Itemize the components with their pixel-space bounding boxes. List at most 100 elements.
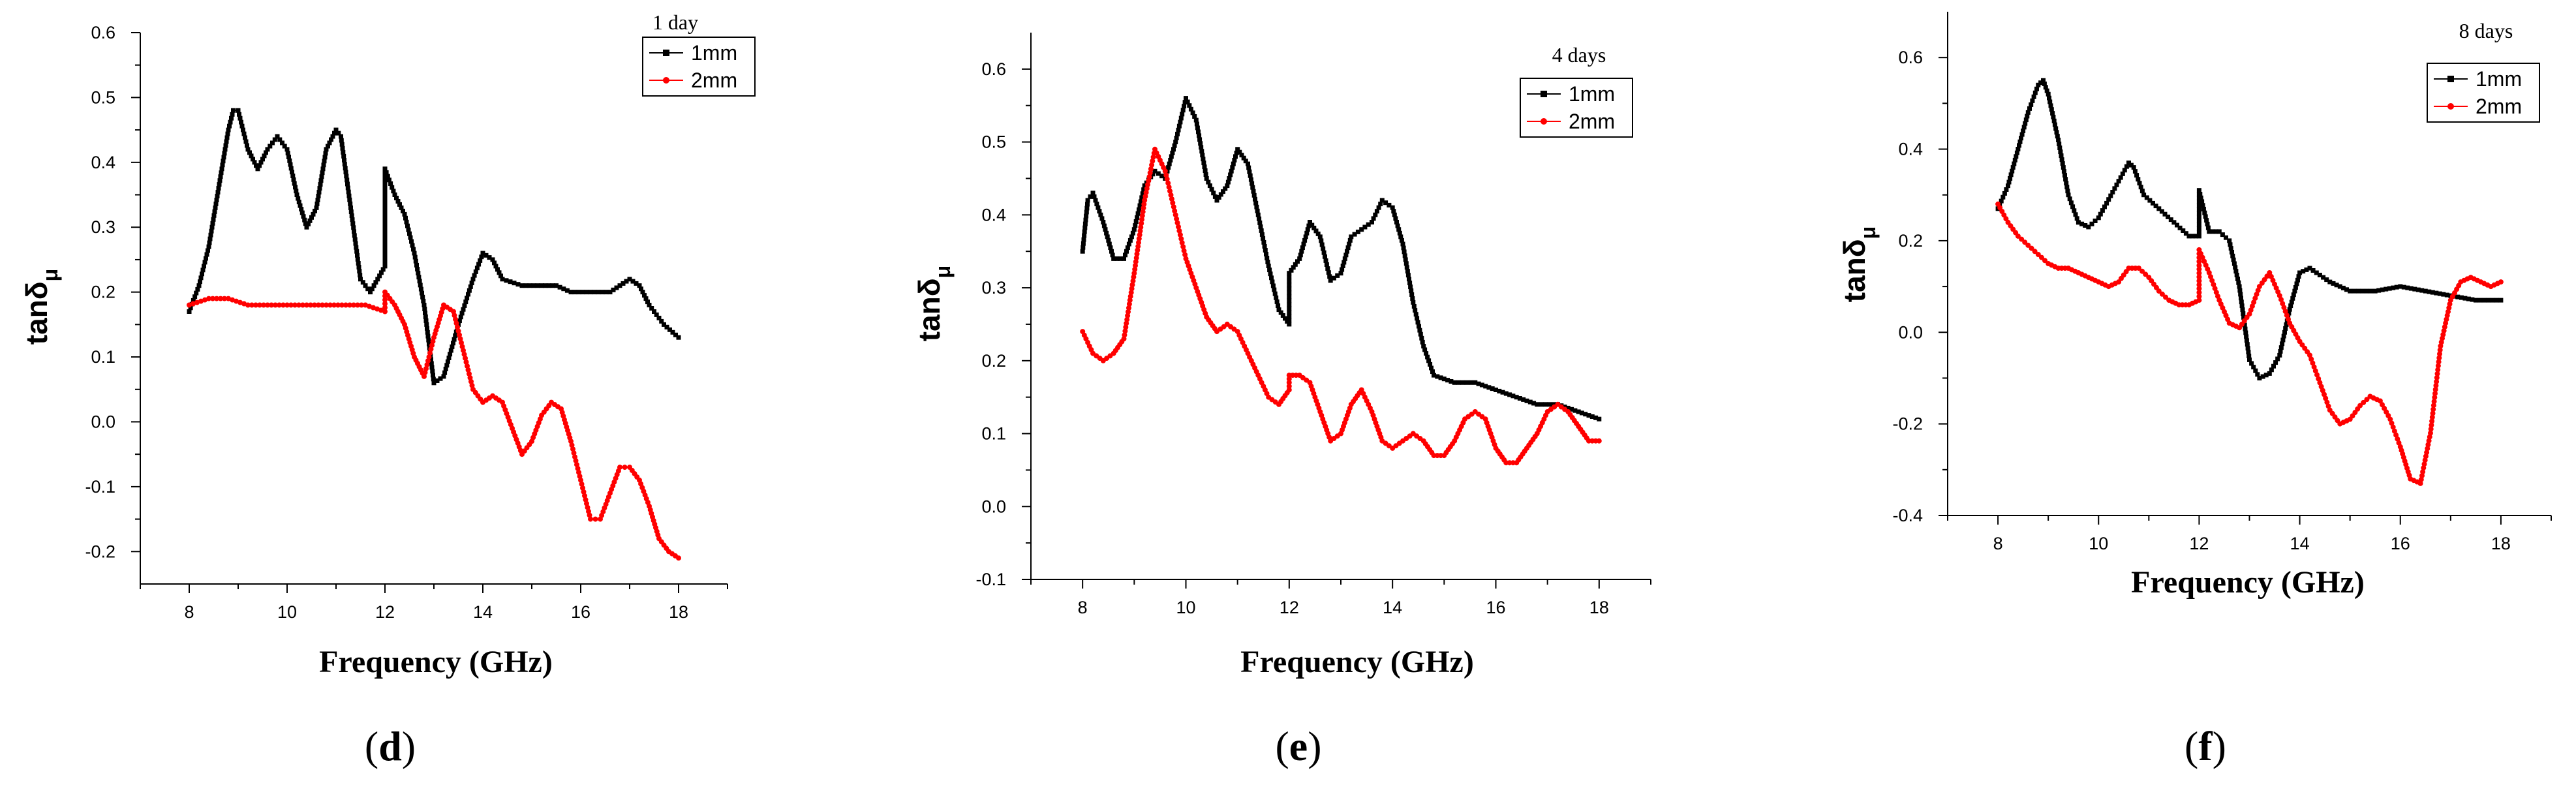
y-tick-label: 0.4 (91, 153, 115, 172)
data-point (430, 369, 435, 374)
data-point (237, 112, 241, 117)
data-point (1401, 245, 1406, 251)
data-point (1170, 150, 1175, 155)
data-point (309, 215, 314, 220)
data-point (1162, 168, 1168, 174)
data-point (1084, 206, 1090, 211)
data-point (2436, 359, 2442, 365)
data-point (2061, 169, 2066, 174)
x-tick-label: 12 (2189, 534, 2209, 553)
data-point (377, 273, 382, 279)
data-point (468, 284, 473, 289)
data-point (2430, 290, 2435, 295)
data-point (1197, 133, 1202, 138)
data-point (347, 302, 352, 308)
data-point (1235, 147, 1240, 152)
data-point (2322, 391, 2327, 397)
data-point (617, 465, 622, 470)
x-tick-label: 16 (2391, 534, 2410, 553)
data-point (385, 174, 390, 179)
data-point (2046, 91, 2051, 97)
data-point (2481, 298, 2487, 303)
y-axis-title: tanδμ (1837, 226, 1880, 302)
data-point (469, 382, 475, 388)
data-point (2181, 228, 2186, 233)
series-1mm (187, 108, 681, 386)
x-tick-label: 8 (1078, 598, 1088, 617)
data-point (2312, 368, 2318, 374)
data-point (451, 341, 455, 346)
data-point (457, 318, 462, 324)
data-point (312, 302, 317, 308)
data-point (2387, 416, 2393, 422)
data-point (1137, 232, 1142, 238)
data-point (2193, 234, 2198, 239)
data-point (2290, 296, 2295, 301)
data-point (2053, 126, 2059, 131)
data-point (1267, 268, 1272, 273)
data-point (431, 376, 436, 382)
data-point (2246, 311, 2252, 317)
data-point (2432, 387, 2438, 392)
data-point (673, 332, 678, 337)
data-point (1207, 183, 1212, 189)
data-point (1345, 249, 1349, 254)
panel-label: (e) (1275, 723, 1321, 769)
data-point (1129, 286, 1135, 292)
data-point (463, 356, 468, 361)
data-point (2023, 121, 2028, 126)
data-point (664, 324, 669, 330)
data-point (270, 140, 275, 146)
data-point (1174, 216, 1180, 222)
data-point (2041, 78, 2046, 83)
data-point (1445, 378, 1450, 383)
data-point (225, 131, 230, 136)
data-point (426, 337, 431, 343)
data-point (222, 296, 227, 301)
data-point (222, 151, 227, 156)
data-point (1136, 239, 1141, 245)
data-point (624, 279, 629, 284)
data-point (2108, 193, 2113, 198)
data-point (1297, 256, 1302, 261)
data-point (2427, 289, 2432, 294)
data-point (1193, 117, 1199, 123)
data-point (487, 255, 492, 260)
data-point (416, 271, 421, 276)
data-point (313, 208, 317, 213)
series-line-1mm (1082, 97, 1600, 420)
data-point (214, 198, 219, 202)
data-point (1405, 269, 1410, 274)
data-point (1237, 149, 1242, 155)
data-point (1180, 244, 1186, 250)
data-point (200, 271, 204, 277)
data-point (2200, 203, 2205, 208)
data-point (474, 266, 480, 271)
data-point (1106, 238, 1111, 243)
data-point (1432, 373, 1436, 378)
data-point (2437, 351, 2442, 357)
data-point (236, 108, 241, 113)
data-point (280, 140, 284, 146)
data-point (1145, 181, 1150, 187)
data-point (2159, 291, 2165, 297)
data-point (1531, 401, 1537, 406)
data-point (1319, 242, 1325, 247)
data-point (2196, 262, 2202, 268)
data-point (2098, 211, 2103, 217)
data-point (508, 279, 513, 284)
data-point (2473, 298, 2478, 303)
data-point (188, 305, 193, 311)
data-point (463, 360, 469, 365)
data-point (550, 283, 555, 288)
data-point (1257, 220, 1263, 225)
data-point (1169, 196, 1174, 202)
data-point (1420, 339, 1425, 345)
data-point (452, 337, 457, 342)
data-point (329, 137, 333, 142)
y-axis-title-main: tanδ (1837, 239, 1871, 302)
data-point (1128, 290, 1134, 296)
data-point (2393, 432, 2399, 438)
data-point (2237, 284, 2242, 289)
data-point (195, 286, 200, 292)
